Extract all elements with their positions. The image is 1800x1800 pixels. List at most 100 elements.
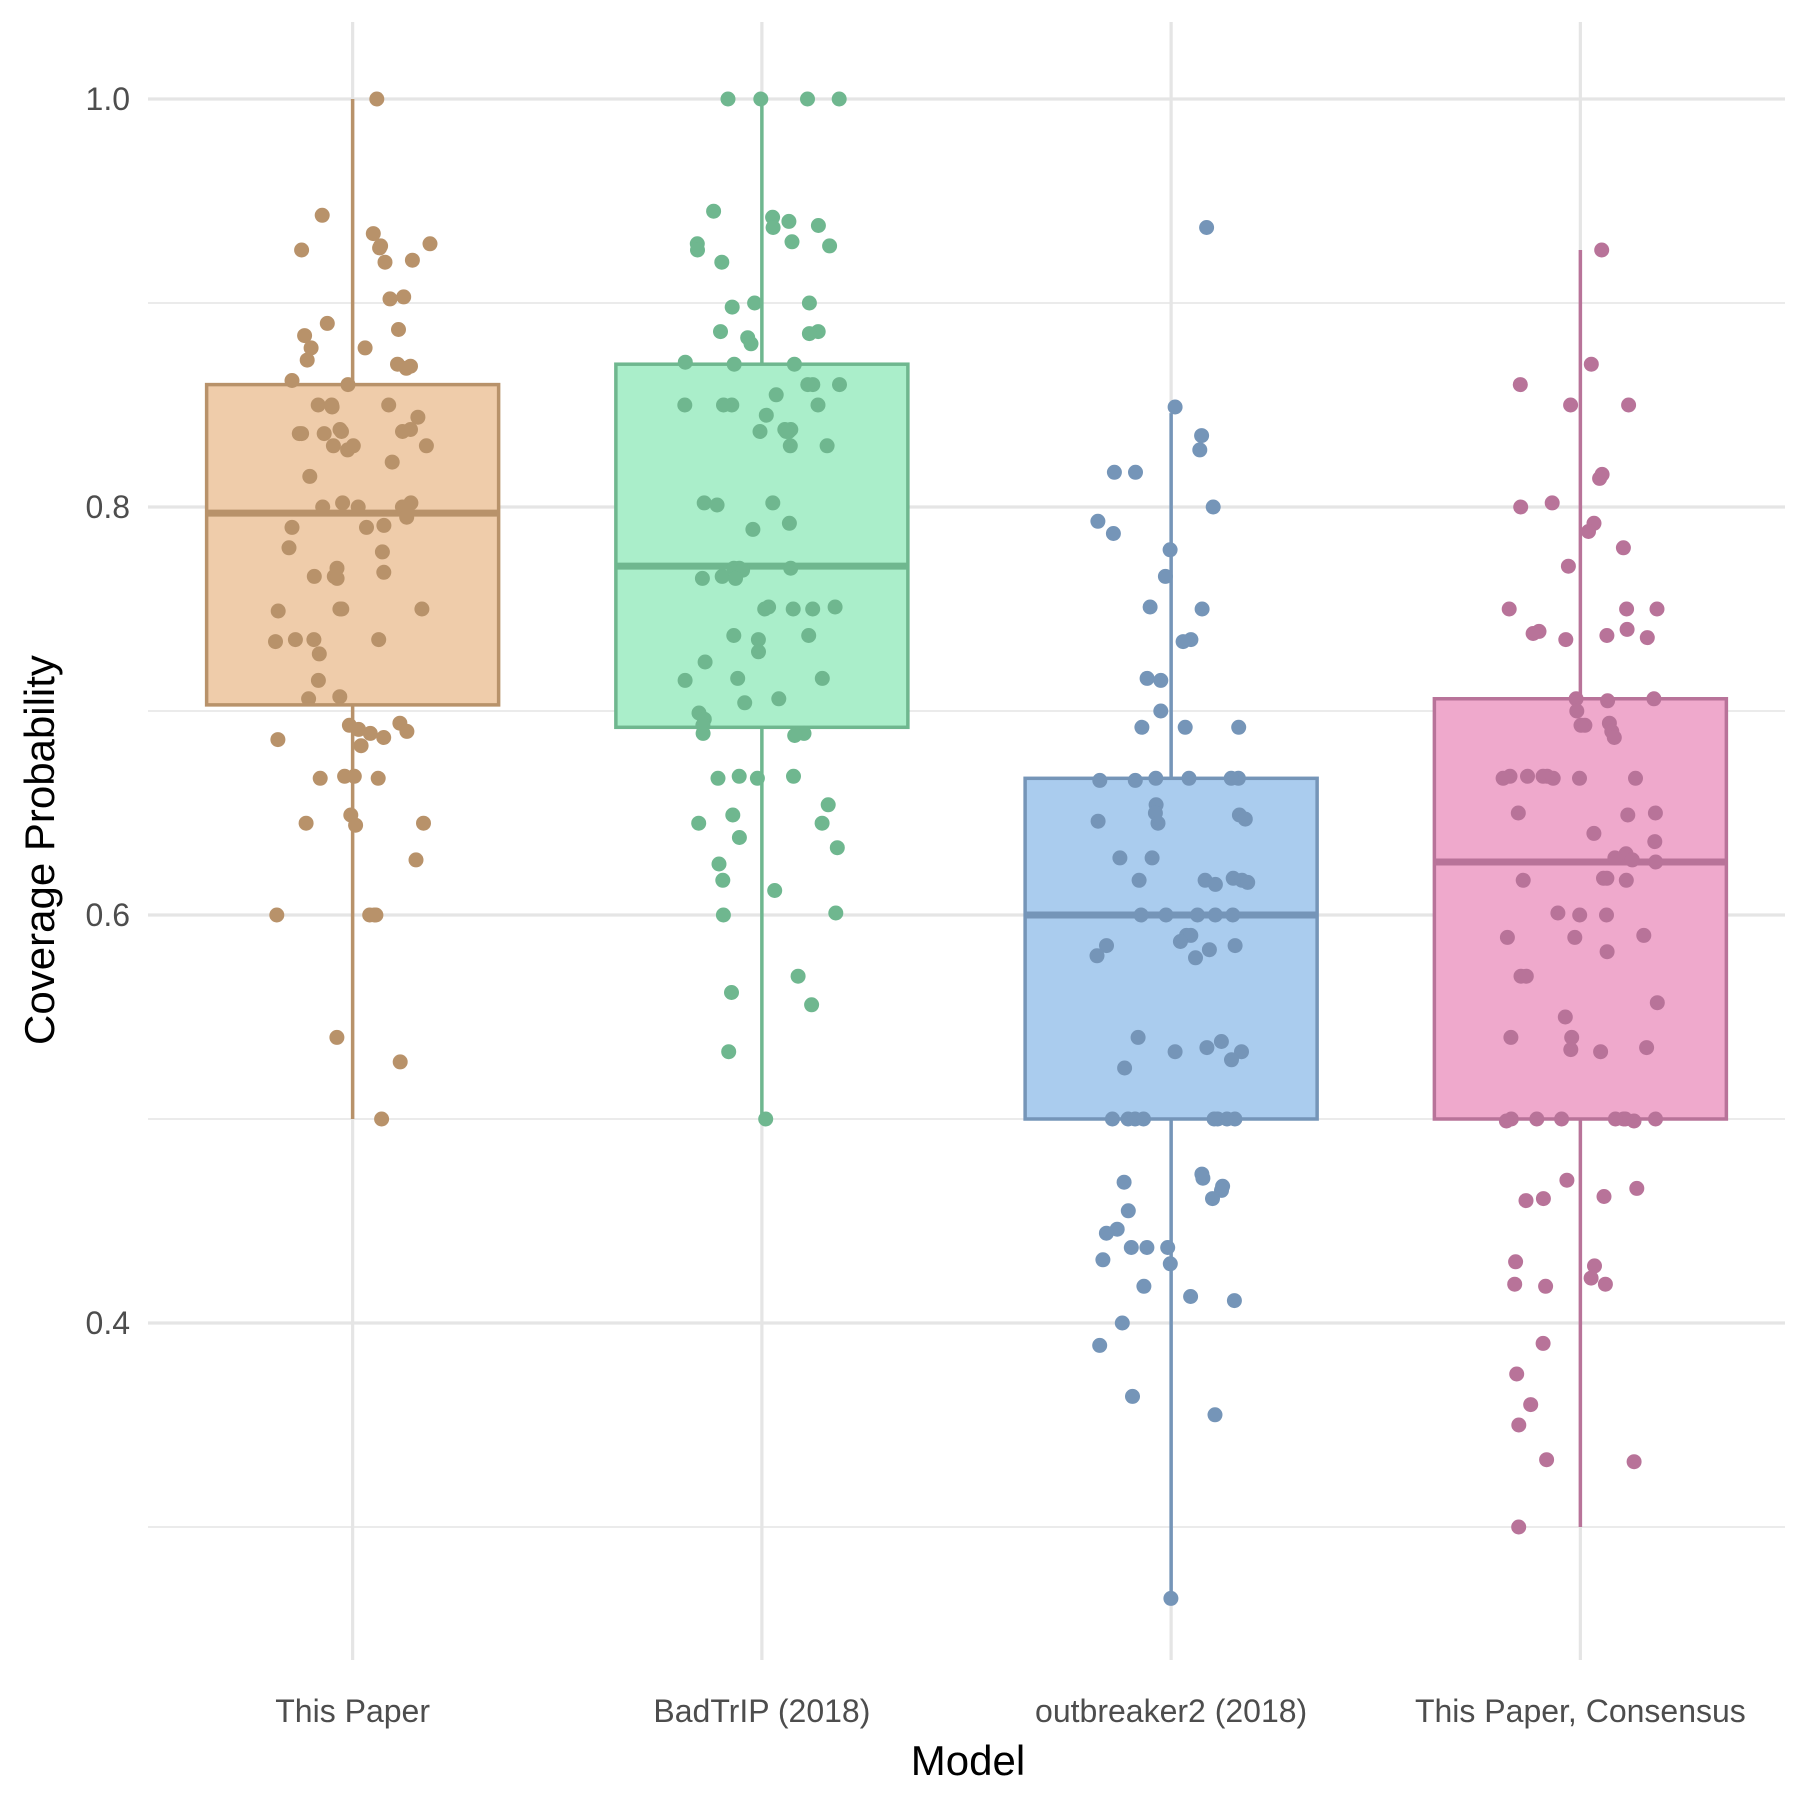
data-point bbox=[677, 397, 693, 413]
data-point bbox=[1581, 524, 1596, 539]
data-point bbox=[1130, 1029, 1146, 1045]
data-point bbox=[334, 601, 350, 617]
data-point bbox=[1596, 1189, 1612, 1204]
data-point bbox=[329, 570, 345, 586]
x-tick-labels: This Paper BadTrIP (2018) outbreaker2 (201… bbox=[275, 1693, 1746, 1729]
x-axis-title: Model bbox=[911, 1737, 1025, 1784]
data-point bbox=[730, 670, 746, 686]
data-point bbox=[404, 252, 420, 268]
data-point bbox=[781, 213, 797, 229]
data-point bbox=[1525, 626, 1541, 641]
data-point bbox=[1639, 630, 1655, 646]
data-point bbox=[1090, 813, 1106, 829]
data-point bbox=[810, 218, 826, 233]
jitter-points bbox=[268, 91, 1665, 1606]
data-point bbox=[749, 770, 765, 786]
data-point bbox=[268, 634, 283, 650]
data-point bbox=[1599, 870, 1615, 886]
data-point bbox=[1572, 907, 1588, 923]
data-point bbox=[372, 240, 388, 256]
data-point bbox=[284, 519, 300, 535]
data-point bbox=[391, 322, 406, 337]
data-point bbox=[828, 905, 844, 921]
data-point bbox=[1227, 938, 1243, 954]
data-point bbox=[1206, 1111, 1222, 1127]
data-point bbox=[1629, 1180, 1645, 1196]
data-point bbox=[714, 568, 730, 584]
data-point bbox=[348, 817, 364, 833]
data-point bbox=[1099, 938, 1114, 954]
data-point bbox=[731, 768, 747, 784]
data-point bbox=[1090, 513, 1106, 529]
data-point bbox=[1583, 356, 1599, 372]
data-point bbox=[1181, 770, 1197, 786]
data-point bbox=[1167, 399, 1183, 415]
data-point bbox=[1594, 242, 1610, 258]
y-tick-label: 0.4 bbox=[86, 1305, 130, 1341]
data-point bbox=[1503, 1029, 1519, 1045]
data-point bbox=[1563, 1042, 1579, 1058]
data-point bbox=[724, 299, 740, 315]
data-point bbox=[713, 324, 728, 340]
data-point bbox=[1205, 1191, 1220, 1207]
data-point bbox=[350, 499, 366, 515]
data-point bbox=[298, 815, 314, 831]
data-point bbox=[1564, 1029, 1580, 1045]
data-point bbox=[1563, 397, 1579, 413]
data-point bbox=[716, 397, 731, 413]
data-point bbox=[1207, 907, 1223, 923]
data-point bbox=[297, 328, 313, 344]
data-point bbox=[1529, 1111, 1545, 1127]
data-point bbox=[1234, 1044, 1249, 1060]
data-point bbox=[1160, 1240, 1176, 1255]
data-point bbox=[801, 628, 817, 643]
data-point bbox=[1128, 464, 1143, 480]
data-point bbox=[374, 544, 390, 560]
data-point bbox=[810, 397, 826, 413]
data-point bbox=[371, 632, 387, 648]
data-point bbox=[1125, 1388, 1140, 1404]
data-point bbox=[1568, 691, 1584, 707]
data-point bbox=[709, 497, 725, 513]
data-point bbox=[1515, 872, 1531, 888]
data-point bbox=[303, 340, 319, 356]
data-point bbox=[1510, 805, 1526, 821]
data-point bbox=[1213, 1034, 1229, 1049]
data-point bbox=[714, 254, 730, 270]
data-point bbox=[1223, 770, 1239, 786]
data-point bbox=[1148, 770, 1164, 786]
data-point bbox=[312, 770, 328, 786]
data-point bbox=[398, 360, 414, 376]
data-point bbox=[1501, 601, 1517, 617]
data-point bbox=[1190, 907, 1205, 923]
data-point bbox=[1219, 1111, 1235, 1127]
data-point bbox=[291, 426, 307, 442]
data-point bbox=[362, 725, 378, 741]
data-point bbox=[720, 91, 736, 107]
data-point bbox=[414, 601, 430, 617]
data-point bbox=[1615, 540, 1631, 556]
data-point bbox=[1649, 995, 1665, 1011]
data-point bbox=[359, 519, 374, 535]
data-point bbox=[1620, 807, 1636, 823]
data-point bbox=[724, 985, 739, 1000]
data-point bbox=[1550, 905, 1566, 921]
data-point bbox=[1098, 1225, 1114, 1241]
data-point bbox=[829, 840, 845, 856]
data-point bbox=[800, 91, 815, 107]
data-point bbox=[706, 203, 722, 219]
data-point bbox=[1599, 944, 1615, 960]
data-point bbox=[399, 509, 415, 525]
data-point bbox=[804, 997, 820, 1013]
data-point bbox=[785, 601, 801, 617]
data-point bbox=[1142, 599, 1158, 615]
y-tick-label: 1.0 bbox=[86, 81, 130, 117]
data-point bbox=[1647, 805, 1663, 821]
box-4 bbox=[1432, 249, 1729, 1527]
data-point bbox=[1511, 1519, 1527, 1535]
data-point bbox=[1619, 621, 1635, 637]
data-point bbox=[715, 872, 731, 888]
data-point bbox=[422, 236, 438, 252]
data-point bbox=[1544, 495, 1560, 511]
data-point bbox=[1508, 1254, 1524, 1270]
